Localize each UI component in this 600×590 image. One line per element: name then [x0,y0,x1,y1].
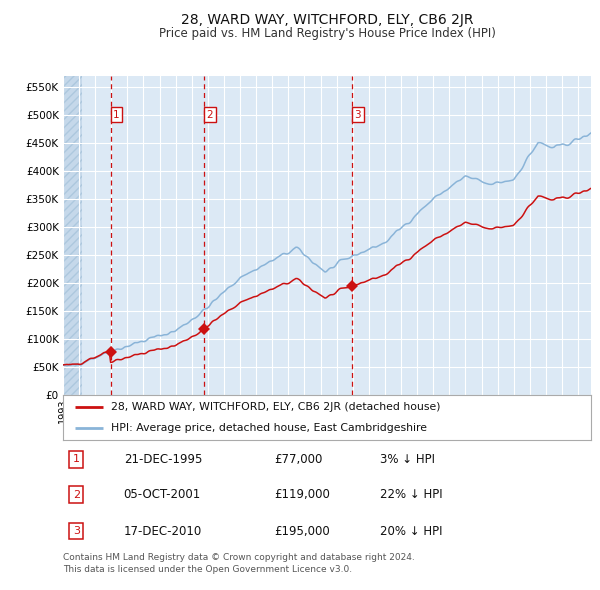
Text: 22% ↓ HPI: 22% ↓ HPI [380,488,442,501]
Text: £195,000: £195,000 [274,525,330,537]
Text: 17-DEC-2010: 17-DEC-2010 [124,525,202,537]
Text: 20% ↓ HPI: 20% ↓ HPI [380,525,442,537]
Text: HPI: Average price, detached house, East Cambridgeshire: HPI: Average price, detached house, East… [110,422,427,432]
Text: £77,000: £77,000 [274,453,323,466]
Text: 2: 2 [73,490,80,500]
Text: 2: 2 [206,110,213,120]
Text: £119,000: £119,000 [274,488,330,501]
Text: 1: 1 [73,454,80,464]
Text: Contains HM Land Registry data © Crown copyright and database right 2024.
This d: Contains HM Land Registry data © Crown c… [63,553,415,573]
Text: 3: 3 [355,110,361,120]
Bar [63,76,82,395]
Text: 3: 3 [73,526,80,536]
Text: 28, WARD WAY, WITCHFORD, ELY, CB6 2JR (detached house): 28, WARD WAY, WITCHFORD, ELY, CB6 2JR (d… [110,402,440,412]
Text: 1: 1 [113,110,120,120]
Text: Price paid vs. HM Land Registry's House Price Index (HPI): Price paid vs. HM Land Registry's House … [158,27,496,40]
Text: 05-OCT-2001: 05-OCT-2001 [124,488,201,501]
Text: 28, WARD WAY, WITCHFORD, ELY, CB6 2JR: 28, WARD WAY, WITCHFORD, ELY, CB6 2JR [181,13,473,27]
Text: 21-DEC-1995: 21-DEC-1995 [124,453,202,466]
Text: 3% ↓ HPI: 3% ↓ HPI [380,453,435,466]
